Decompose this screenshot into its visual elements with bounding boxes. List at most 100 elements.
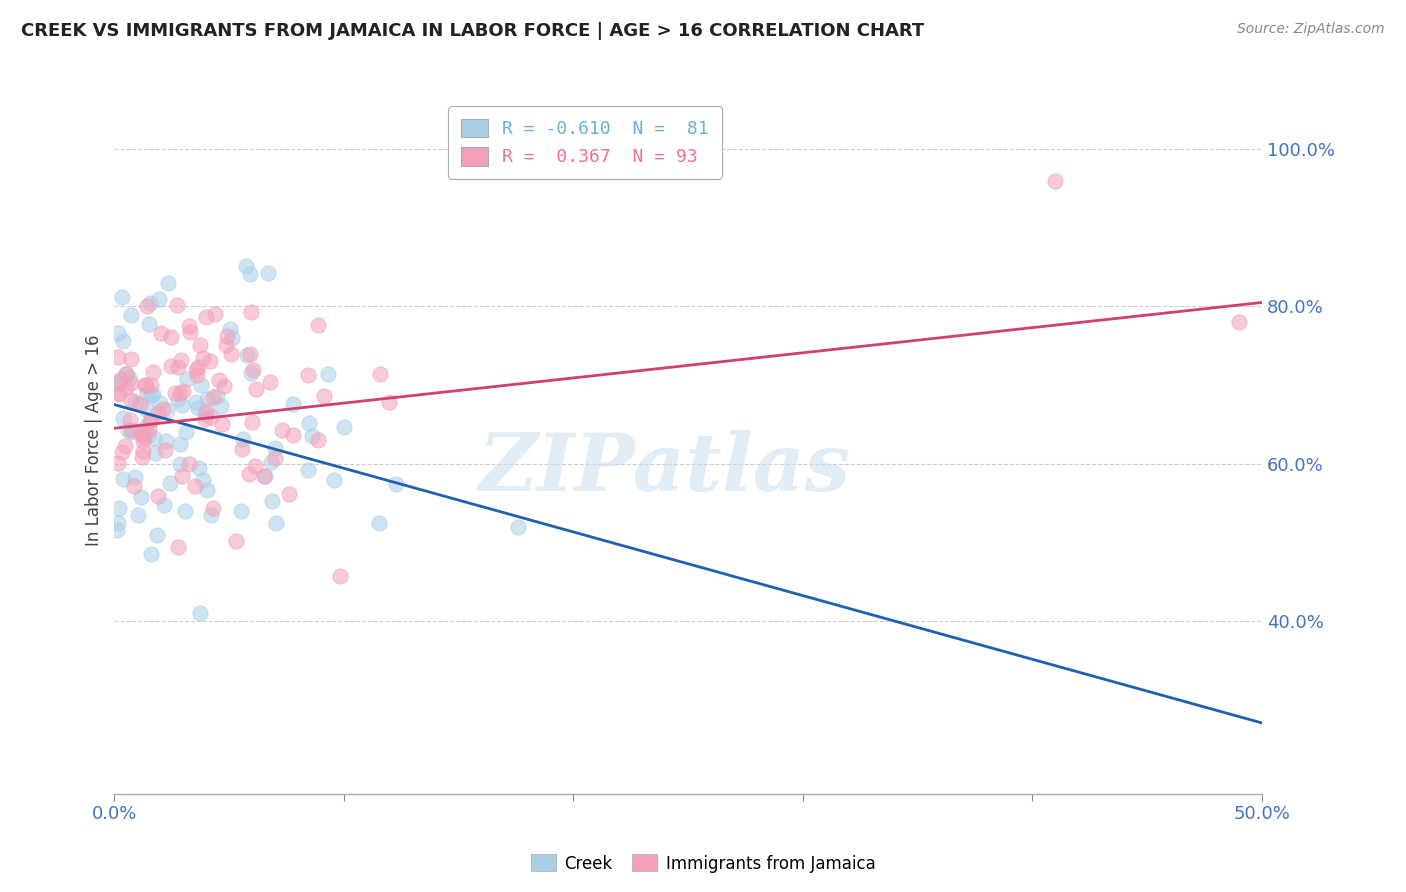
Point [114,439,136,453]
Point [107,326,129,341]
Point [132,444,155,458]
Point [195,404,218,418]
Point [112,334,135,348]
Point [111,445,134,459]
Point [111,410,134,425]
Point [136,299,159,313]
Point [187,401,209,416]
Point [239,346,262,360]
Point [195,483,218,497]
Point [172,384,194,398]
Point [204,307,226,321]
Point [211,417,233,431]
Point [200,410,222,425]
Point [117,423,139,437]
Point [148,293,170,307]
Point [169,457,191,471]
Point [170,469,193,483]
Point [138,317,160,331]
Point [193,351,215,366]
Point [191,473,214,487]
Point [242,363,264,377]
Point [131,428,153,442]
Point [172,398,194,412]
Point [240,304,263,318]
Point [277,487,299,501]
Point [231,504,253,518]
Point [105,523,128,537]
Point [112,472,135,486]
Point [163,386,186,401]
Point [298,417,321,431]
Point [253,469,276,483]
Point [297,368,319,382]
Point [264,441,287,455]
Legend: Creek, Immigrants from Jamaica: Creek, Immigrants from Jamaica [524,847,882,880]
Point [218,322,240,336]
Point [131,426,153,441]
Point [107,457,129,471]
Point [318,367,340,381]
Point [118,371,141,385]
Point [257,266,280,280]
Point [245,382,267,396]
Point [1227,315,1250,329]
Point [173,504,195,518]
Point [190,377,212,392]
Point [120,376,142,390]
Point [142,387,165,401]
Point [297,463,319,477]
Point [186,368,208,382]
Point [156,276,179,290]
Point [124,470,146,484]
Point [156,402,179,417]
Point [307,433,329,447]
Point [118,413,141,427]
Point [138,296,160,310]
Point [128,397,150,411]
Point [146,528,169,542]
Point [301,429,323,443]
Point [385,477,408,491]
Point [271,423,294,437]
Point [195,310,218,325]
Point [129,490,152,504]
Point [238,467,260,482]
Text: Source: ZipAtlas.com: Source: ZipAtlas.com [1237,22,1385,37]
Point [368,368,391,382]
Point [187,359,209,374]
Point [155,443,177,458]
Point [200,508,222,522]
Text: ZIPatlas: ZIPatlas [479,430,851,507]
Point [243,458,266,473]
Point [152,402,174,417]
Point [378,395,401,409]
Point [141,413,163,427]
Point [312,389,335,403]
Point [183,479,205,493]
Point [166,360,188,375]
Point [166,298,188,312]
Point [143,446,166,460]
Point [120,308,142,322]
Y-axis label: In Labor Force | Age > 16: In Labor Force | Age > 16 [86,334,103,546]
Point [166,392,188,407]
Point [135,403,157,417]
Point [114,381,136,395]
Point [202,390,225,404]
Point [221,331,243,345]
Point [231,442,253,457]
Point [131,450,153,464]
Point [207,389,229,403]
Point [135,377,157,392]
Point [283,428,305,442]
Point [169,385,191,400]
Point [1045,174,1067,188]
Point [329,568,352,582]
Point [208,374,231,388]
Point [219,347,242,361]
Point [198,354,221,368]
Point [114,367,136,381]
Point [260,455,283,469]
Point [124,395,146,409]
